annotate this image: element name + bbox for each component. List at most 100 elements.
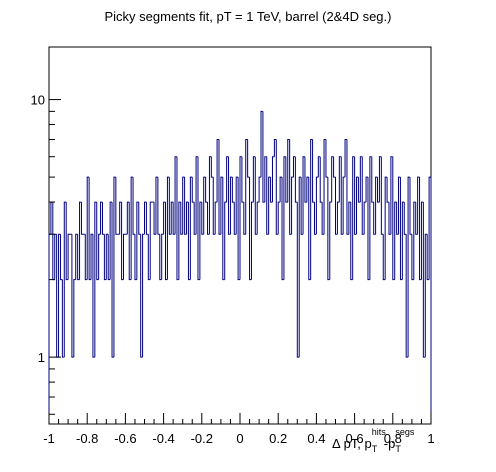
histogram-bin — [144, 201, 147, 235]
histogram-bin — [378, 156, 382, 203]
histogram-bin — [203, 176, 206, 235]
histogram-bin — [377, 177, 380, 203]
histogram-bin — [424, 233, 428, 358]
histogram-bin — [283, 156, 286, 280]
histogram-bin — [218, 139, 221, 235]
histogram-bin — [180, 202, 183, 235]
histogram-bin — [142, 233, 145, 358]
histogram-bin — [356, 176, 359, 235]
histogram-bin — [258, 176, 262, 203]
histogram-bin — [338, 156, 342, 203]
x-axis-label-sup1: hits — [371, 427, 386, 437]
histogram-bin — [237, 177, 240, 281]
histogram-bin — [210, 156, 214, 178]
histogram-bins — [48, 110, 432, 424]
histogram-bin — [375, 176, 378, 235]
histogram-bin — [88, 177, 92, 281]
histogram-bin — [163, 201, 166, 235]
histogram-bin — [256, 201, 260, 235]
histogram-bin — [130, 176, 134, 280]
histogram-bin — [94, 201, 97, 358]
histogram-bin — [136, 201, 139, 280]
histogram-bin — [84, 234, 88, 281]
histogram-bin — [90, 233, 93, 280]
histogram-bin — [321, 202, 325, 235]
histogram-bin — [75, 233, 78, 280]
histogram-bin — [100, 201, 103, 235]
histogram-bin — [331, 156, 334, 203]
histogram-bin — [390, 156, 393, 235]
histogram-bin — [398, 176, 401, 235]
x-tick-label: -0.4 — [152, 431, 174, 446]
histogram-bin — [327, 177, 330, 281]
histogram-bin — [254, 156, 258, 235]
histogram-bin — [323, 138, 326, 235]
histogram-bin — [420, 201, 424, 280]
histogram-bin — [308, 177, 311, 281]
histogram-bin — [359, 156, 363, 203]
histogram-bin — [428, 176, 431, 280]
histogram-bin — [105, 233, 109, 280]
histogram-bin — [396, 202, 399, 235]
histogram-bin — [409, 177, 412, 235]
histogram-bin — [121, 202, 124, 281]
histogram-bin — [195, 156, 198, 235]
histogram-bin — [161, 233, 164, 280]
histogram-bin — [191, 177, 195, 203]
histogram-bin — [128, 202, 132, 281]
histogram-bin — [243, 202, 246, 235]
histogram-bin — [268, 176, 271, 235]
histogram-bin — [140, 234, 143, 358]
histogram-bin — [369, 156, 372, 280]
histogram-bin — [266, 156, 269, 235]
histogram-bin — [291, 176, 294, 235]
histogram-bin — [262, 111, 265, 203]
x-axis-label-sup2: segs — [395, 427, 415, 437]
histogram-bin — [273, 138, 277, 157]
histogram-bin — [145, 202, 149, 235]
histogram-bin — [201, 202, 204, 235]
histogram-bin — [277, 201, 281, 235]
histogram-bin — [344, 138, 347, 178]
x-axis-label-sub2: T — [395, 444, 401, 454]
histogram-bin — [132, 177, 135, 235]
histogram-bin — [220, 176, 223, 235]
histogram-bin — [79, 201, 82, 280]
x-axis: -1 -0.8 -0.6 -0.4 -0.2 0 0.2 0.4 0.6 0.8 1 — [43, 413, 435, 446]
histogram-bin — [147, 234, 151, 281]
histogram-bin — [208, 156, 212, 235]
histogram-bin — [172, 202, 176, 235]
histogram-bin — [61, 279, 65, 358]
histogram-bin — [224, 201, 227, 280]
histogram-bin — [270, 177, 273, 203]
histogram-bin — [189, 176, 193, 280]
x-axis-label-mid: -p — [383, 436, 396, 451]
histogram-bin — [170, 201, 174, 235]
histogram-bin — [365, 176, 368, 203]
histogram-bin — [178, 201, 181, 280]
histogram-bin — [249, 177, 252, 281]
histogram-bin — [363, 201, 367, 235]
histogram-bin — [401, 201, 405, 280]
histogram-bin — [247, 139, 250, 178]
histogram-bin — [386, 177, 389, 203]
histogram-bin — [361, 156, 365, 235]
histogram-bin — [113, 176, 116, 358]
chart-title: Picky segments fit, pT = 1 TeV, barrel (… — [104, 9, 392, 24]
y-tick-label: 10 — [31, 93, 45, 108]
histogram-bin — [207, 202, 210, 235]
histogram-bin — [333, 156, 336, 178]
histogram-bin — [306, 176, 309, 203]
histogram-bin — [296, 202, 300, 358]
histogram-bin — [103, 234, 107, 281]
histogram-bin — [250, 201, 254, 280]
histogram-bin — [216, 138, 219, 203]
histogram-bin — [419, 177, 422, 281]
histogram-bin — [155, 176, 158, 235]
histogram-bin — [80, 202, 84, 235]
histogram-bin — [212, 177, 216, 235]
histogram-bin — [300, 177, 304, 235]
histogram-bin — [348, 201, 351, 235]
x-tick-label: 0.2 — [269, 431, 287, 446]
